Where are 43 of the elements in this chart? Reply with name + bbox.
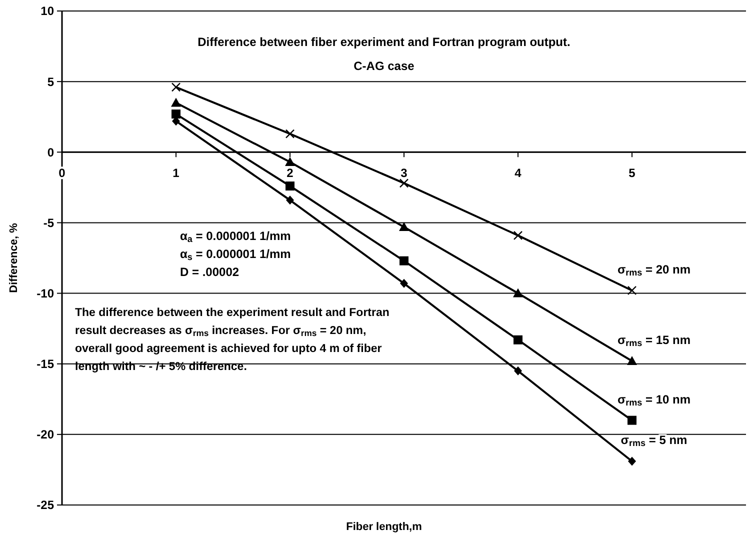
point xyxy=(514,335,522,344)
point xyxy=(171,98,181,107)
x-tick-label: 5 xyxy=(628,166,636,180)
text: C-AG case xyxy=(354,59,415,73)
point xyxy=(171,82,181,92)
point xyxy=(513,288,523,298)
point xyxy=(627,356,637,366)
y-tick-label: -25 xyxy=(36,498,54,512)
annotation: D = .00002 xyxy=(180,265,240,279)
annotation: α$_{s}$ = 0.000001 1/mm xyxy=(180,247,291,262)
point xyxy=(285,129,295,138)
x-axis-title: Fiber length,m xyxy=(346,521,422,533)
y-tick-label: 0 xyxy=(47,145,54,160)
point xyxy=(513,230,523,240)
point xyxy=(628,456,636,466)
x-tick-label: 1 xyxy=(172,166,180,180)
y-tick-label: -10 xyxy=(36,286,54,300)
y-tick-label: -5 xyxy=(43,216,54,230)
y-tick-label: 10 xyxy=(40,4,54,18)
point xyxy=(514,366,522,376)
annotation: α$_{a}$ = 0.000001 1/mm xyxy=(180,229,291,244)
series-label: σ$_{rms}$ = 20 nm xyxy=(617,262,691,278)
point xyxy=(400,278,408,288)
point xyxy=(628,416,636,425)
point xyxy=(285,157,295,166)
y-tick-label: -15 xyxy=(36,357,54,372)
y-tick-label: 5 xyxy=(47,74,54,89)
point xyxy=(400,256,408,266)
series-label: σ$_{rms}$ = 10 nm xyxy=(617,392,691,408)
text: Difference between fiber experiment and Fortran program output. xyxy=(198,35,570,49)
y-axis-title: Difference, % xyxy=(8,222,20,293)
point xyxy=(172,110,180,119)
point xyxy=(286,182,294,191)
x-tick-label: 3 xyxy=(400,166,408,180)
series-label: σ$_{rms}$ = 15 nm xyxy=(617,333,691,348)
point xyxy=(399,222,409,231)
x-tick-label: 2 xyxy=(286,166,294,180)
x-tick-label: 4 xyxy=(514,166,522,180)
point xyxy=(286,196,294,205)
y-tick-label: -20 xyxy=(36,428,54,442)
point xyxy=(399,178,409,188)
series-label: σ$_{rms}$ = 5 nm xyxy=(620,433,688,448)
point xyxy=(627,286,637,296)
